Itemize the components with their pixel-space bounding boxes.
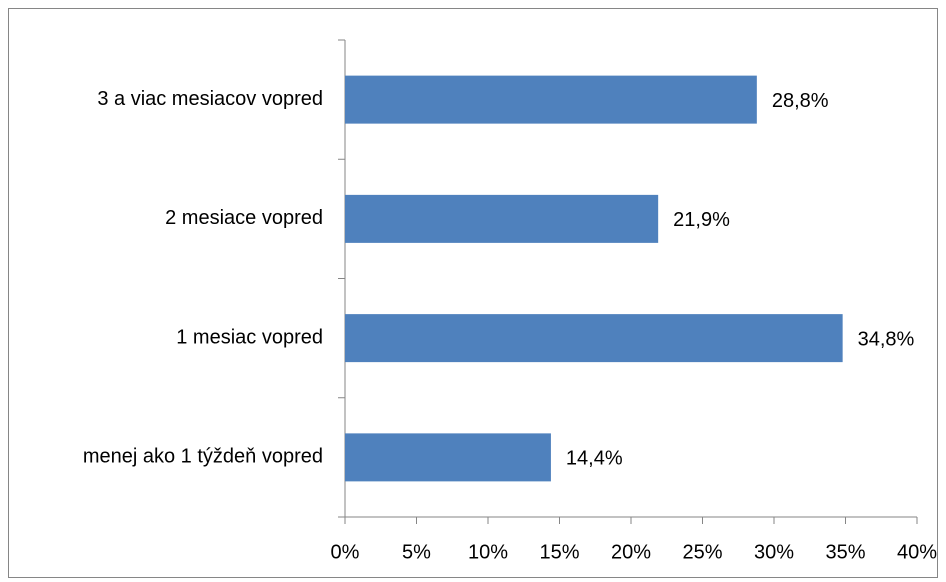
- x-tick-label: 35%: [825, 541, 865, 563]
- y-tick-label: 1 mesiac vopred: [176, 326, 323, 348]
- x-tick-label: 20%: [611, 541, 651, 563]
- x-tick-label: 40%: [897, 541, 937, 563]
- value-label: 14,4%: [566, 448, 623, 470]
- y-tick-label: 2 mesiace vopred: [165, 207, 323, 229]
- x-tick-label: 30%: [754, 541, 794, 563]
- bar: [345, 314, 843, 363]
- y-tick-label: menej ako 1 týždeň vopred: [83, 446, 323, 468]
- value-label: 21,9%: [673, 209, 730, 231]
- x-tick-label: 5%: [402, 541, 431, 563]
- x-tick-label: 10%: [468, 541, 508, 563]
- y-tick-label: 3 a viac mesiacov vopred: [97, 88, 323, 110]
- bar: [345, 75, 757, 124]
- bar: [345, 433, 551, 482]
- x-tick-label: 25%: [682, 541, 722, 563]
- value-label: 28,8%: [772, 90, 829, 112]
- x-tick-label: 15%: [539, 541, 579, 563]
- bar: [345, 194, 659, 243]
- x-tick-label: 0%: [331, 541, 360, 563]
- value-label: 34,8%: [858, 328, 915, 350]
